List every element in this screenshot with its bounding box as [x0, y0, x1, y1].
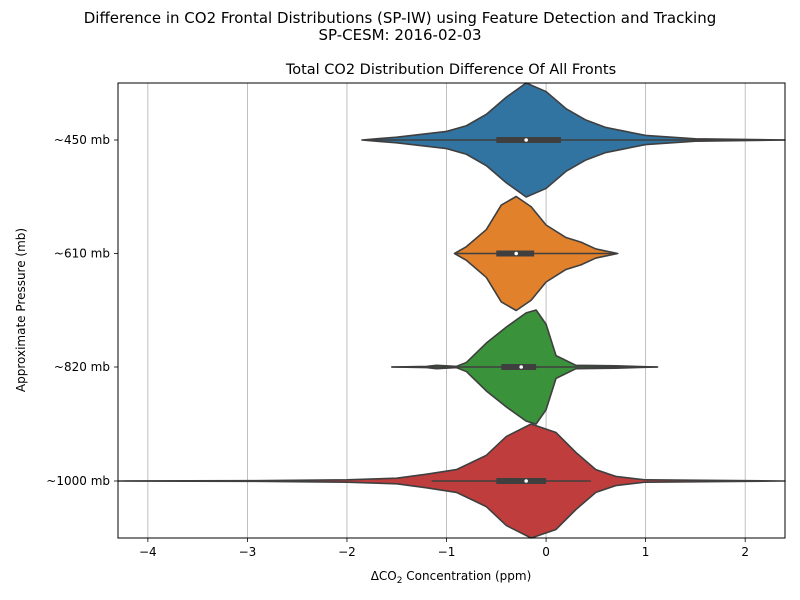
x-axis-label-prefix: ΔCO [371, 569, 397, 583]
x-tick-label: −4 [139, 545, 157, 559]
violin-3 [117, 423, 786, 539]
x-tick-label: 1 [642, 545, 650, 559]
y-axis-label: Approximate Pressure (mb) [14, 228, 28, 392]
violin-median-dot [519, 365, 523, 369]
y-tick-label: ~450 mb [54, 133, 110, 147]
x-tick-label: 2 [741, 545, 749, 559]
figure-suptitle-line2: SP-CESM: 2016-02-03 [318, 26, 482, 44]
violins [117, 82, 786, 539]
x-tick-label: 0 [542, 545, 550, 559]
violin-median-dot [524, 479, 528, 483]
plot-frame [117, 82, 786, 539]
violin-median-dot [524, 138, 528, 142]
y-tick-label: ~820 mb [54, 360, 110, 374]
violin-median-dot [514, 251, 519, 256]
x-gridlines [147, 83, 746, 538]
y-tick-label: ~610 mb [54, 247, 110, 261]
violin-iqr-box [496, 137, 562, 143]
chart-title: Total CO2 Distribution Difference Of All… [285, 62, 616, 78]
x-axis-label: ΔCO2 Concentration (ppm) [371, 569, 532, 586]
x-tick-label: −2 [338, 545, 356, 559]
x-axis-label-suffix: Concentration (ppm) [402, 569, 531, 583]
x-axis-ticks: −4 −3 −2 −1 0 1 2 [139, 538, 749, 559]
violin-iqr-box [496, 478, 547, 484]
violin-2 [390, 309, 659, 425]
x-axis-label-subscript: 2 [397, 576, 403, 586]
violin-1 [453, 195, 619, 312]
x-tick-label: −1 [438, 545, 456, 559]
x-tick-label: −3 [239, 545, 257, 559]
violin-0 [361, 82, 786, 198]
violin-iqr-box [501, 364, 537, 370]
figure-suptitle-line1: Difference in CO2 Frontal Distributions … [83, 9, 717, 27]
y-tick-label: ~1000 mb [46, 474, 110, 488]
y-axis-ticks: ~450 mb ~610 mb ~820 mb ~1000 mb [46, 133, 118, 488]
